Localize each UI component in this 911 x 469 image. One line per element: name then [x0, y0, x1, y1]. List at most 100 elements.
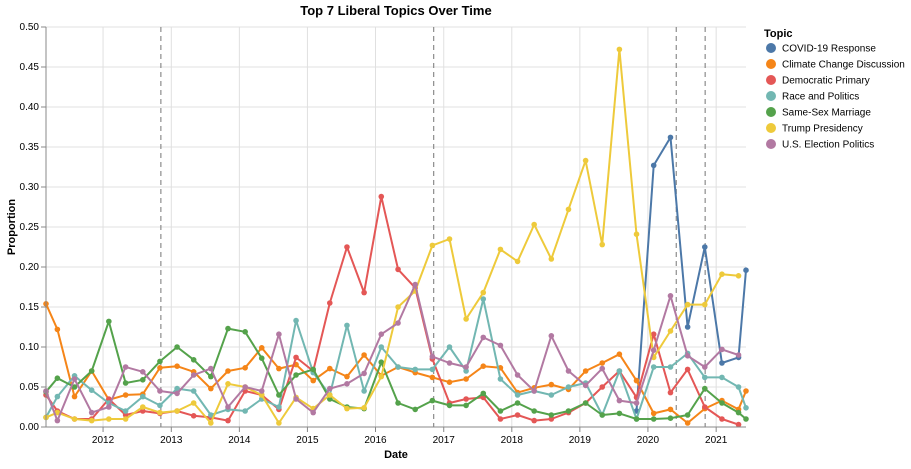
data-point: [531, 221, 537, 228]
data-point: [157, 388, 163, 394]
y-tick-label: 0.25: [20, 222, 40, 233]
data-point: [743, 388, 749, 394]
data-point: [71, 376, 78, 382]
data-point: [599, 384, 606, 390]
legend-label: Same-Sex Marriage: [782, 108, 871, 119]
data-point: [395, 320, 401, 326]
data-point: [701, 301, 708, 308]
data-point: [497, 376, 504, 382]
data-point: [276, 365, 282, 372]
data-point: [633, 231, 640, 237]
data-point: [735, 384, 742, 390]
data-point: [310, 409, 317, 416]
data-point: [106, 416, 112, 422]
data-point: [242, 384, 248, 390]
data-point: [157, 365, 163, 371]
data-point: [395, 364, 401, 370]
series-trump-presidency: [43, 46, 742, 426]
data-point: [565, 206, 572, 213]
data-point: [242, 408, 248, 414]
data-point: [446, 402, 453, 409]
data-point: [463, 368, 469, 374]
legend-swatch: [766, 139, 776, 149]
data-point: [650, 162, 657, 169]
series-same-sex-marriage: [43, 318, 749, 422]
x-tick-label: 2014: [228, 435, 251, 446]
data-point: [258, 392, 265, 398]
data-point: [122, 380, 129, 386]
data-point: [719, 271, 725, 278]
data-point: [361, 289, 367, 296]
data-point: [225, 368, 231, 374]
data-point: [106, 404, 112, 410]
legend-label: Climate Change Discussion: [782, 60, 905, 71]
data-point: [276, 392, 282, 398]
x-tick-label: 2013: [160, 435, 183, 446]
series-line: [635, 136, 747, 412]
data-point: [327, 365, 333, 372]
data-point: [480, 296, 487, 302]
data-point: [548, 381, 555, 388]
data-point: [701, 364, 708, 370]
data-point: [719, 374, 725, 381]
data-point: [650, 347, 657, 354]
data-point: [429, 374, 436, 381]
data-point: [157, 402, 163, 409]
data-point: [54, 375, 61, 382]
data-point: [719, 346, 725, 353]
data-point: [701, 385, 708, 392]
data-point: [446, 344, 453, 350]
data-point: [480, 289, 487, 296]
data-point: [514, 372, 521, 378]
data-point: [139, 393, 146, 400]
data-point: [276, 331, 282, 338]
data-point: [378, 331, 385, 338]
x-tick-label: 2021: [705, 435, 728, 446]
data-point: [225, 417, 231, 424]
data-point: [344, 244, 350, 250]
data-point: [122, 392, 129, 398]
data-point: [310, 377, 317, 384]
data-point: [497, 342, 504, 349]
y-tick-label: 0.45: [20, 62, 40, 73]
y-tick-label: 0.20: [20, 262, 40, 273]
data-point: [293, 396, 299, 402]
data-point: [548, 392, 555, 398]
y-tick-label: 0.35: [20, 142, 40, 153]
data-point: [378, 373, 385, 380]
data-point: [174, 385, 180, 392]
data-point: [361, 388, 367, 394]
data-point: [174, 408, 180, 414]
data-point: [650, 331, 657, 338]
data-point: [293, 317, 299, 324]
data-point: [54, 393, 61, 400]
data-point: [565, 368, 572, 374]
data-point: [719, 360, 725, 366]
data-point: [599, 360, 606, 366]
data-point: [327, 396, 333, 402]
data-point: [344, 405, 350, 412]
data-point: [378, 344, 385, 350]
data-point: [548, 333, 555, 339]
data-point: [582, 368, 589, 374]
legend-swatch: [766, 91, 776, 101]
data-point: [463, 364, 469, 370]
data-point: [667, 328, 674, 334]
data-point: [497, 408, 504, 414]
data-point: [122, 364, 129, 370]
data-point: [54, 409, 61, 416]
series-line: [45, 283, 739, 422]
data-point: [463, 316, 469, 322]
data-point: [122, 412, 129, 418]
legend-label: Democratic Primary: [782, 76, 870, 87]
legend-swatch: [766, 75, 776, 85]
chart-title: Top 7 Liberal Topics Over Time: [300, 3, 491, 18]
data-point: [719, 400, 725, 406]
data-point: [650, 416, 657, 422]
data-point: [633, 400, 640, 406]
data-point: [208, 420, 214, 426]
data-point: [190, 388, 197, 394]
data-point: [429, 366, 436, 373]
data-point: [446, 379, 453, 386]
data-point: [258, 345, 265, 351]
